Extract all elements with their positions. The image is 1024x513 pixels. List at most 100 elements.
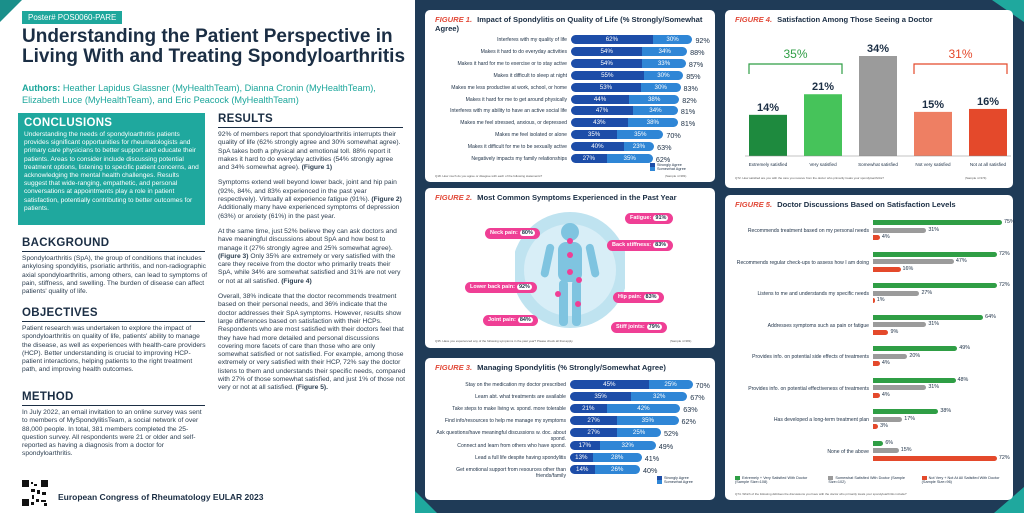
bar-value-label: 16%: [977, 96, 999, 108]
bar-total-label: 67%: [690, 393, 705, 403]
bar-total-label: 52%: [664, 429, 679, 439]
bar-not-satisfied: [873, 392, 880, 398]
symptom-label: Back stiffness:: [612, 242, 652, 248]
bar-strongly-agree: 54%: [571, 58, 643, 68]
bar-category-label: Listens to me and understands my specifi…: [757, 291, 869, 297]
bar-category-label: Makes it difficult to sleep at night: [493, 72, 567, 79]
figure-4-panel: FIGURE 4. Satisfaction Among Those Seeing…: [725, 10, 1013, 188]
figure-title-text: Most Common Symptoms Experienced in the …: [477, 193, 677, 202]
bar-very-satisfied: [873, 377, 956, 383]
divider: [218, 127, 403, 128]
bar-total-label: 83%: [683, 83, 698, 93]
legend-item: Somewhat Agree: [657, 480, 693, 484]
symptom-value: 83%: [653, 242, 669, 248]
legend-label: Somewhat Agree: [657, 167, 686, 171]
bar-not-satisfied: [873, 424, 879, 429]
figure-footnote: Q35. Have you experienced any of the fol…: [435, 339, 574, 343]
qr-code[interactable]: [22, 480, 48, 506]
bar-somewhat-agree: 25%: [617, 428, 661, 438]
bar-somewhat-agree: 23%: [623, 142, 655, 152]
bar-somewhat-agree: 26%: [594, 464, 640, 474]
qr-module: [32, 495, 34, 499]
bar: [804, 94, 842, 156]
bar-strongly-agree: 54%: [571, 46, 643, 56]
corner-triangle: [0, 0, 22, 22]
figure-title-text: Managing Spondylitis (% Strongly/Somewha…: [477, 363, 666, 372]
bar-value-label: 72%: [998, 282, 1010, 288]
bar-category-label: Makes me feel isolated or alone: [495, 132, 567, 139]
bar-somewhat-agree: 30%: [652, 35, 693, 44]
figure-2-title: FIGURE 2. Most Common Symptoms Experience…: [435, 193, 677, 202]
bar-total-label: 40%: [643, 465, 658, 475]
symptom-value: 91%: [653, 215, 669, 221]
left-column: Poster# POS0060-PARE Understanding the P…: [0, 0, 415, 513]
method-heading: METHOD: [22, 391, 74, 403]
figure-3-title: FIGURE 3. Managing Spondylitis (% Strongl…: [435, 363, 666, 372]
qr-module: [34, 484, 37, 486]
bar-strongly-agree: 35%: [571, 130, 618, 140]
figure-title-text: Doctor Discussions Based on Satisfaction…: [777, 200, 956, 209]
bar-value-label: 17%: [904, 415, 916, 422]
qr-module: [31, 502, 34, 505]
bar-category-label: Makes it hard to do everyday activities: [480, 48, 567, 55]
bar-total-label: 87%: [688, 59, 704, 69]
bar-total-label: 92%: [695, 36, 710, 45]
bar-total-label: 62%: [655, 155, 671, 164]
bar-strongly-agree: 27%: [570, 416, 618, 426]
bar-somewhat-satisfied: [873, 259, 954, 264]
bar-value-label: 4%: [881, 360, 890, 366]
bar: [749, 114, 787, 156]
bar-value-label: 20%: [909, 352, 921, 359]
legend-item: Somewhat Satisfied With Doctor (Sample S…: [828, 476, 911, 484]
figure-ref: (Figure 3): [218, 252, 249, 260]
qr-module: [37, 490, 40, 494]
symptom-value: 83%: [643, 294, 659, 300]
bar-total-label: 81%: [680, 107, 696, 117]
bar-very-satisfied: [873, 314, 984, 320]
divider: [22, 405, 205, 406]
conclusions-body: Understanding the needs of spondyloarthr…: [24, 131, 199, 212]
bar-somewhat-satisfied: [873, 290, 920, 296]
bar-very-satisfied: [873, 346, 958, 351]
legend-label: Extremely + Very Satisfied With Doctor (…: [735, 476, 808, 484]
bar-value-label: 31%: [928, 226, 940, 233]
bar-category-label: Connect and learn from others who have s…: [457, 442, 566, 449]
bar-somewhat-agree: 30%: [640, 82, 681, 92]
legend-item: Strongly Agree: [657, 476, 693, 480]
group-label-not-satisfied: 31%: [948, 47, 972, 61]
bar-value-label: 3%: [880, 423, 888, 429]
figure-footnote: Q72. How satisfied are you with the care…: [735, 176, 884, 180]
bar-category-label: Makes it difficult for me to be sexually…: [467, 144, 567, 151]
bar-somewhat-satisfied: [873, 416, 903, 422]
bar: [969, 108, 1007, 156]
bar-value-label: 64%: [985, 313, 996, 320]
bar-somewhat-agree: 38%: [629, 94, 680, 104]
bar-somewhat-agree: 38%: [627, 118, 678, 128]
bar-somewhat-agree: 34%: [642, 46, 688, 56]
bar-total-label: 88%: [690, 47, 705, 57]
bar-value-label: 15%: [900, 447, 912, 453]
figures-column: FIGURE 1. Impact of Spondylitis on Qualit…: [415, 0, 1024, 513]
qr-module: [31, 489, 35, 492]
bar: [914, 111, 952, 156]
bar-value-label: 72%: [998, 250, 1010, 257]
bar-not-satisfied: [873, 361, 880, 366]
corner-triangle: [415, 491, 437, 513]
bar-strongly-agree: 55%: [571, 70, 644, 80]
symptom-value: 84%: [517, 317, 533, 323]
legend-item: Extremely + Very Satisfied With Doctor (…: [735, 476, 818, 484]
figure-2-panel: FIGURE 2. Most Common Symptoms Experience…: [425, 188, 715, 348]
bar-somewhat-agree: 30%: [643, 70, 684, 80]
conclusions-box: CONCLUSIONS Understanding the needs of s…: [18, 113, 205, 225]
bar-value-label: 34%: [867, 43, 889, 55]
results-body: 92% of members report that spondyloarthr…: [218, 131, 406, 400]
authors-label: Authors:: [22, 83, 61, 93]
bar-very-satisfied: [873, 409, 939, 414]
symptom-label: Neck pain:: [490, 230, 518, 236]
authors-list: Heather Lapidus Glassner (MyHealthTeam),…: [22, 83, 376, 105]
bar-total-label: 63%: [683, 405, 698, 415]
bar-category-label: Recommends regular check-ups to assess h…: [736, 259, 869, 266]
bar-strongly-agree: 62%: [571, 35, 653, 44]
bar-not-satisfied: [873, 298, 875, 303]
bar-category-label: Very satisfied: [809, 162, 837, 167]
